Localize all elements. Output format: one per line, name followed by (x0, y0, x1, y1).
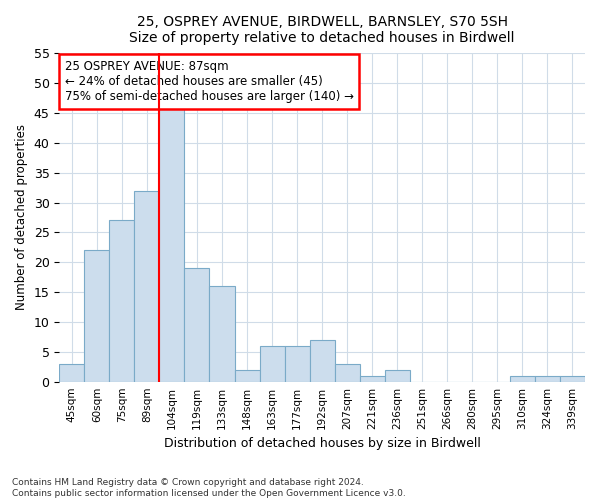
Bar (134, 190, 160, 382)
Bar (260, 346, 284, 382)
Bar (59, 364, 85, 382)
Bar (535, 376, 560, 382)
Bar (160, 107, 184, 382)
Y-axis label: Number of detached properties: Number of detached properties (15, 124, 28, 310)
Title: 25, OSPREY AVENUE, BIRDWELL, BARNSLEY, S70 5SH
Size of property relative to deta: 25, OSPREY AVENUE, BIRDWELL, BARNSLEY, S… (130, 15, 515, 45)
Bar (510, 376, 535, 382)
Text: Contains HM Land Registry data © Crown copyright and database right 2024.
Contai: Contains HM Land Registry data © Crown c… (12, 478, 406, 498)
Bar (184, 268, 209, 382)
Text: 25 OSPREY AVENUE: 87sqm
← 24% of detached houses are smaller (45)
75% of semi-de: 25 OSPREY AVENUE: 87sqm ← 24% of detache… (65, 60, 353, 103)
X-axis label: Distribution of detached houses by size in Birdwell: Distribution of detached houses by size … (164, 437, 481, 450)
Bar (310, 340, 335, 382)
Bar (335, 364, 359, 382)
Bar (85, 250, 109, 382)
Bar (560, 376, 585, 382)
Bar (284, 346, 310, 382)
Bar (209, 286, 235, 382)
Bar (235, 370, 260, 382)
Bar (109, 220, 134, 382)
Bar (385, 370, 410, 382)
Bar (359, 376, 385, 382)
